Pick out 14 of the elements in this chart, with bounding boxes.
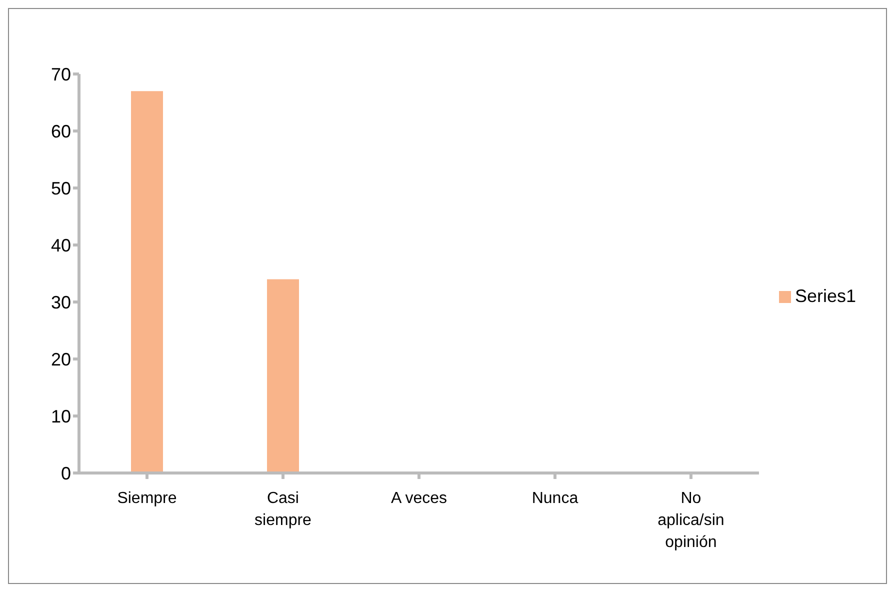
x-tick-label: Nunca (532, 490, 578, 507)
y-tick-label: 10 (50, 406, 71, 426)
y-tick-label: 0 (60, 463, 71, 484)
y-tick-label: 50 (50, 178, 71, 198)
x-tick-label: A veces (390, 490, 447, 507)
x-tick-label: No aplica/sin opinión (658, 490, 724, 551)
y-tick-label: 30 (50, 292, 71, 312)
y-tick-label: 40 (50, 235, 71, 256)
y-tick-label: 60 (50, 121, 71, 142)
x-tick-label: Casi siempre (254, 490, 312, 529)
y-tick-label: 70 (50, 64, 71, 84)
y-tick-label: 20 (50, 349, 71, 370)
x-tick-label: Siempre (117, 490, 177, 507)
legend-label: Series1 (794, 286, 856, 306)
